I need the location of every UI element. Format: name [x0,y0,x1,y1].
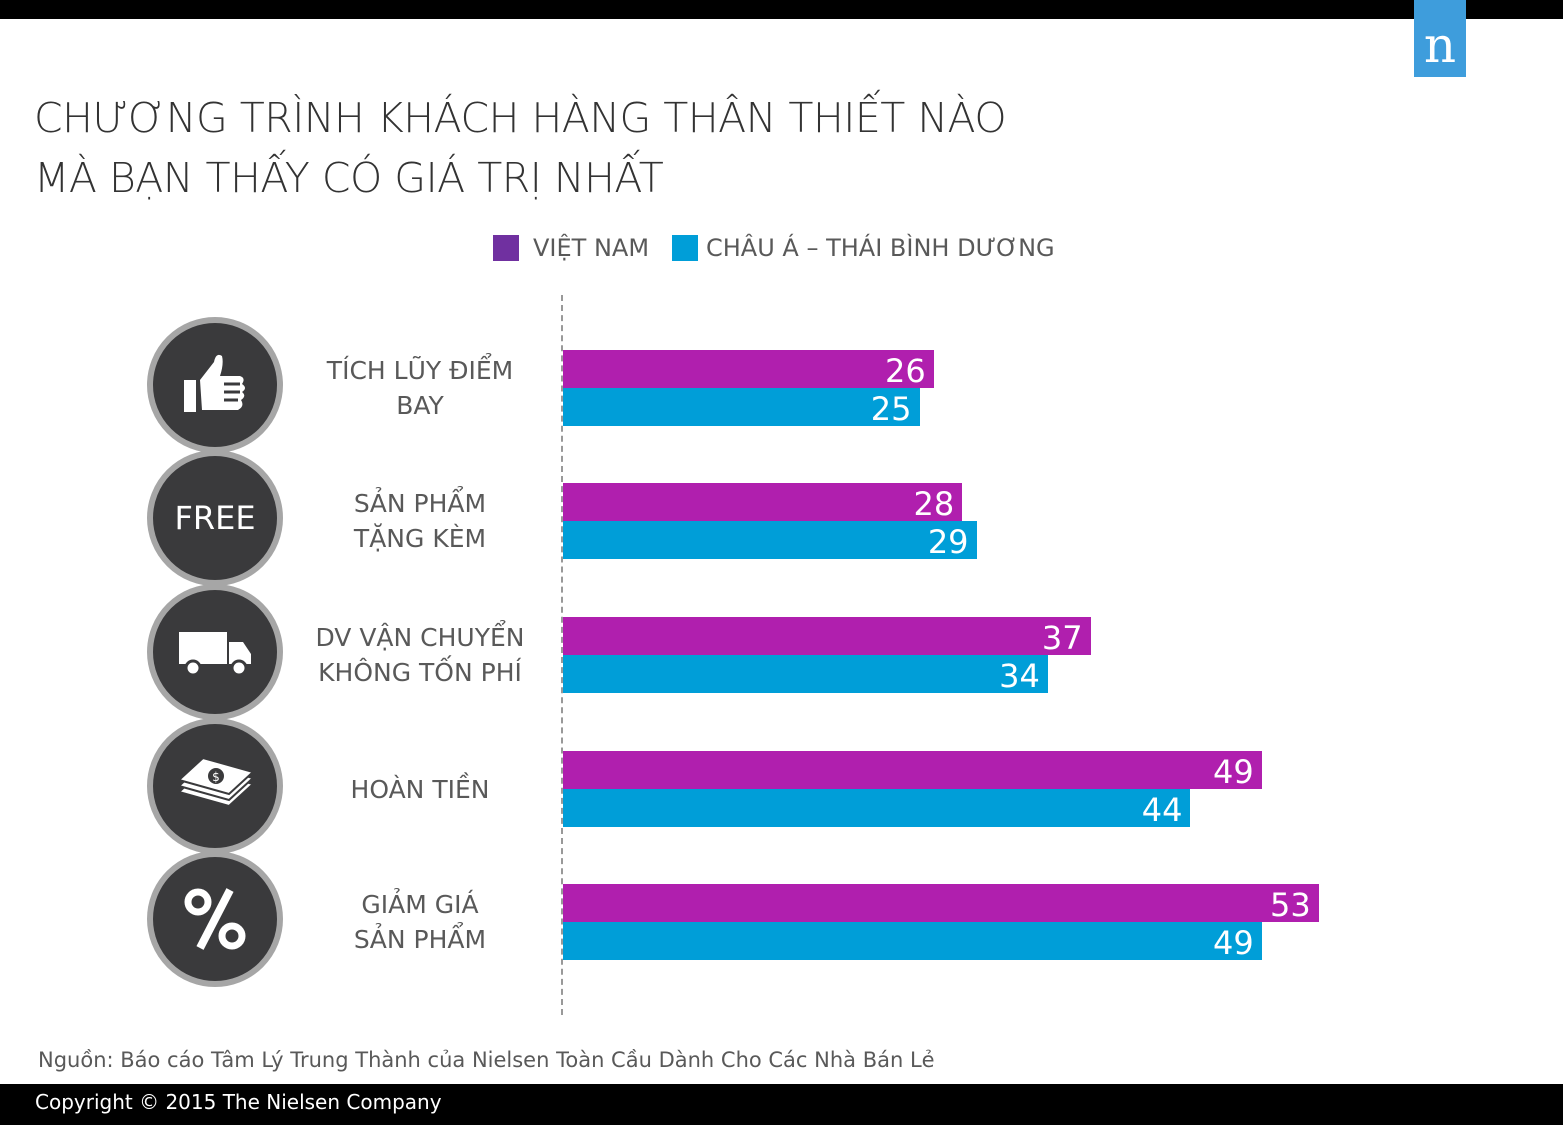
legend-vietnam: VIỆT NAM [493,234,649,262]
category-label-line: SẢN PHẨM [353,925,487,954]
percent-icon [147,851,283,987]
category-label-line: GIẢM GIÁ [361,890,479,919]
bar [563,884,1319,922]
category-label: SẢN PHẨM TẶNG KÈM [290,486,550,556]
bar [563,483,963,521]
data-label: 25 [870,390,912,428]
nielsen-logo: n [1414,0,1466,77]
legend-swatch [493,235,519,261]
bar [563,655,1048,693]
bar [563,617,1091,655]
data-label: 34 [999,657,1040,695]
title-line-2: MÀ BẠN THẤY CÓ GIÁ TRỊ NHẤT [34,154,664,202]
legend-apac: CHÂU Á – THÁI BÌNH DƯƠNG [672,234,1055,262]
category-label-line: TẶNG KÈM [353,524,487,553]
data-label: 49 [1213,924,1254,962]
category-label-line: SẢN PHẨM [353,489,487,518]
legend-swatch [672,235,698,261]
title-line-1: CHƯƠNG TRÌNH KHÁCH HÀNG THÂN THIẾT NÀO [34,94,1007,142]
category-label-line: HOÀN TIỀN [350,774,490,804]
category-label: GIẢM GIÁ SẢN PHẨM [290,887,550,957]
category-label: DV VẬN CHUYỂN KHÔNG TỐN PHÍ [290,620,550,690]
data-label: 49 [1213,753,1254,791]
data-label: 53 [1270,886,1311,924]
category-label: TÍCH LŨY ĐIỂM BAY [290,353,550,423]
bar [563,350,934,388]
truck-icon [147,584,283,720]
svg-text:$: $ [212,770,220,784]
data-label: 37 [1041,619,1083,657]
data-label: 44 [1141,791,1183,829]
category-label: HOÀN TIỀN [290,772,550,807]
source-note: Nguồn: Báo cáo Tâm Lý Trung Thành của Ni… [38,1048,935,1072]
page-title: CHƯƠNG TRÌNH KHÁCH HÀNG THÂN THIẾT NÀO M… [34,88,1007,208]
bar [563,922,1262,960]
legend-label: CHÂU Á – THÁI BÌNH DƯƠNG [706,234,1055,262]
bar [563,521,977,559]
money-icon: $ [147,718,283,854]
footer: Copyright © 2015 The Nielsen Company [0,1084,1563,1125]
category-label-line: BAY [396,391,444,420]
free-icon: FREE [147,450,283,586]
category-label-line: TÍCH LŨY ĐIỂM [326,356,514,385]
category-label-line: DV VẬN CHUYỂN [315,623,525,652]
bar [563,751,1262,789]
category-label-line: KHÔNG TỐN PHÍ [318,658,522,687]
axis-baseline [561,295,563,1015]
bar [563,388,920,426]
data-label: 29 [927,523,969,561]
thumbs-up-icon [147,317,283,453]
data-label: 26 [885,352,926,390]
bar [563,789,1191,827]
copyright: Copyright © 2015 The Nielsen Company [35,1090,442,1114]
data-label: 28 [913,485,955,523]
legend-label: VIỆT NAM [533,234,650,262]
top-bar [0,0,1563,19]
